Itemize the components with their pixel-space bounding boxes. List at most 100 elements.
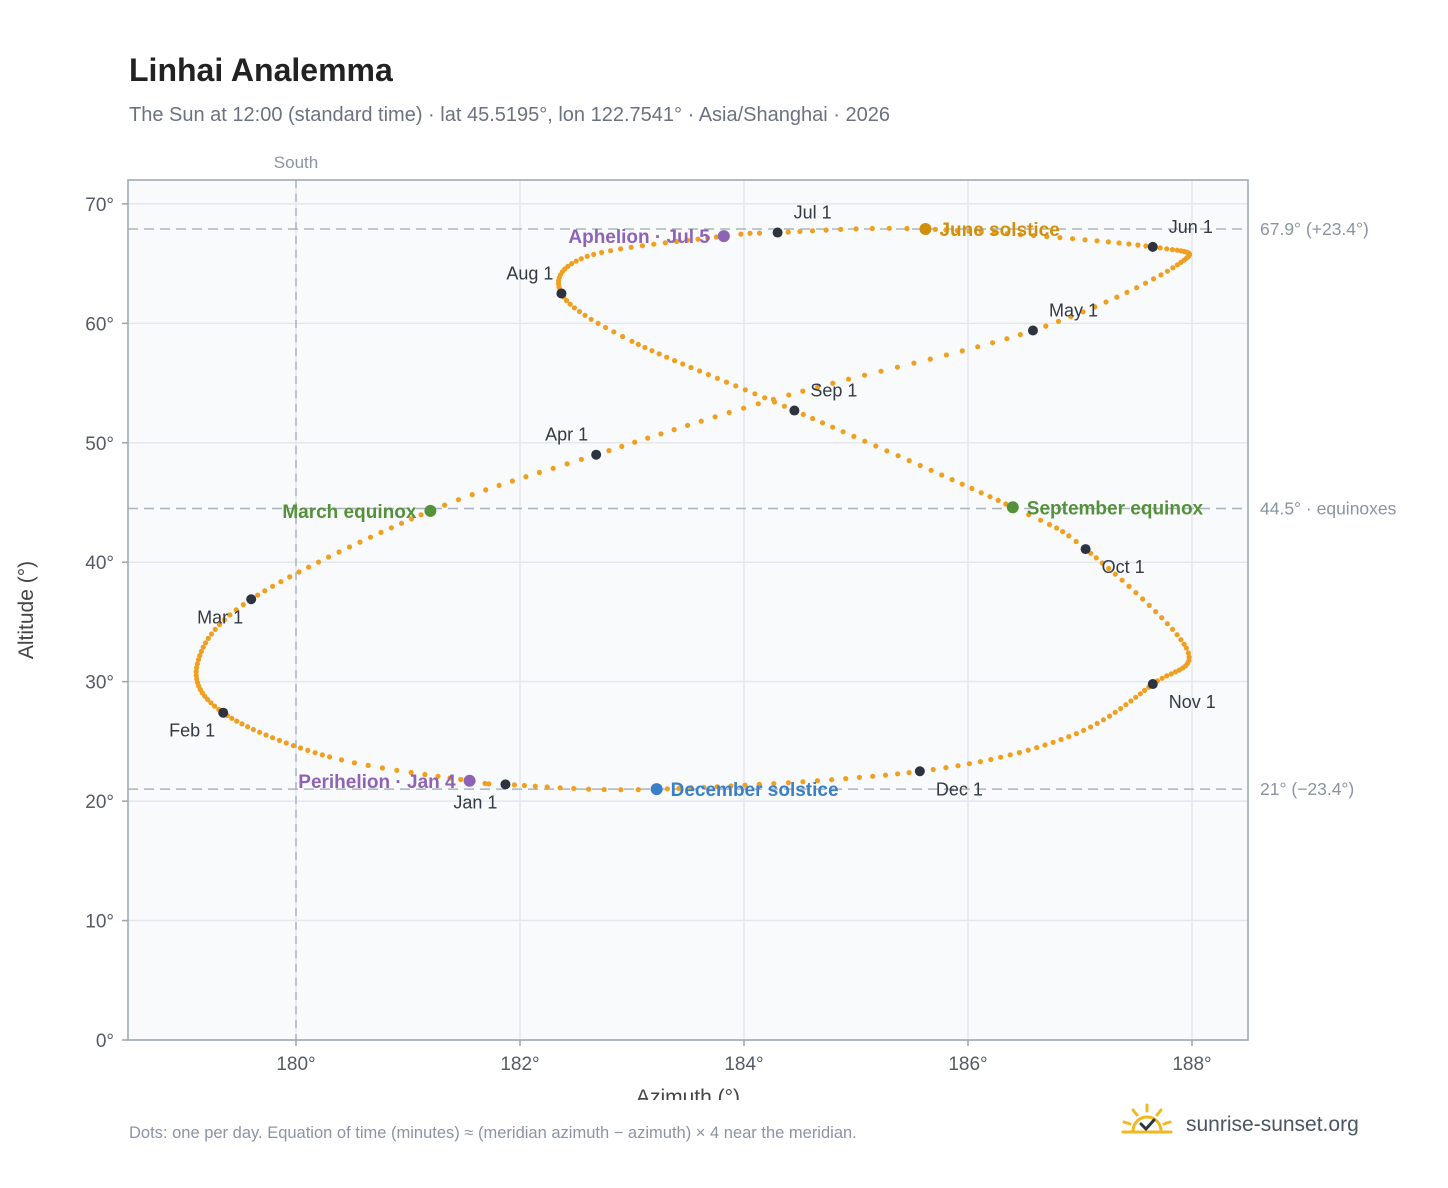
daily-dot [1158,272,1164,278]
reference-lines: South 67.9° (+23.4°) 44.5° · equinoxes 21° … [128,153,1397,1040]
event-marker [463,774,476,787]
daily-dot [800,388,806,394]
daily-dot [862,438,868,444]
daily-dot [1058,736,1064,743]
daily-dot [781,403,788,409]
daily-dot [297,745,304,751]
daily-dot [906,770,912,776]
daily-dot [620,333,626,340]
daily-dot [408,516,415,522]
month-marker-label: Apr 1 [545,425,588,445]
daily-dot [327,754,333,760]
daily-dot [662,240,668,246]
daily-dot [1164,268,1170,274]
daily-dot [1034,745,1040,751]
daily-dot [955,763,961,769]
daily-dot [509,478,515,484]
daily-dot [379,765,385,771]
daily-dot [664,354,670,360]
chart-subtitle: The Sun at 12:00 (standard time) · lat 4… [129,104,890,126]
daily-dot [250,726,256,733]
daily-dot [635,341,641,347]
daily-dot [672,358,678,364]
daily-dot [357,539,363,545]
daily-dot [1124,289,1130,295]
daily-dot [685,237,691,243]
daily-dot [869,225,875,232]
daily-dot [1164,673,1170,679]
daily-dot [800,779,806,785]
event-marker [1006,501,1019,514]
daily-dot [608,248,614,254]
daily-dot [995,497,1001,503]
daily-dot [315,559,322,565]
daily-dot [797,228,803,235]
daily-dot [595,320,601,326]
daily-dot [701,784,707,790]
daily-dot [1050,739,1056,745]
daily-dot [698,418,704,424]
daily-dot [212,703,218,709]
daily-dot [1092,304,1098,310]
daily-dot [771,781,777,787]
daily-dot [705,235,711,241]
daily-dot [895,771,901,777]
event-label: Perihelion · Jan 4 [298,772,456,793]
month-marker-label: Nov 1 [1169,692,1216,712]
daily-dot [1031,233,1037,239]
event-marker [650,783,663,796]
daily-dot [1088,724,1094,730]
daily-dot [208,631,215,637]
daily-dot [1168,671,1174,677]
daily-dot [917,462,923,469]
daily-dot [195,657,202,663]
x-tick-label: 180° [276,1054,315,1075]
daily-dot [532,783,538,789]
y-axis-label: Altitude (°) [15,561,38,659]
month-markers: Jan 1 Feb 1 Mar 1 Apr 1 May 1 Jun 1 Jul 1 Aug 1… [169,203,1216,813]
daily-dot [338,757,345,763]
month-marker [772,227,783,238]
daily-dot [221,617,227,623]
daily-dot [1106,565,1112,572]
daily-dot [569,261,575,267]
daily-dot [680,361,686,367]
brand[interactable]: sunrise-sunset.org [1120,1102,1359,1147]
event-marker [424,504,437,517]
daily-dot [591,251,597,257]
daily-dot [378,529,384,536]
daily-dot [365,762,371,769]
daily-dot [1142,687,1148,694]
daily-dot [1066,734,1072,740]
daily-dot [1178,248,1184,254]
month-marker [556,288,567,299]
daily-dot [927,356,933,362]
daily-dot [959,348,965,354]
daily-dot [949,477,955,483]
daily-dot [651,241,657,247]
daily-dot [756,230,763,236]
daily-dot [1133,590,1139,596]
daily-dot [584,253,590,259]
daily-dot [233,607,239,613]
daily-dot [193,672,199,679]
daily-dot [1046,521,1053,528]
daily-dot [723,379,730,385]
daily-dot [886,225,892,231]
y-tick-label: 60° [85,314,114,335]
month-marker [246,594,257,605]
daily-dot [658,431,664,437]
daily-dot [726,409,732,416]
daily-dot [1128,698,1134,704]
daily-dot [227,612,233,618]
daily-dot [959,481,965,487]
daily-dot [1123,702,1129,708]
daily-dot [742,387,748,393]
event-marker [919,222,932,235]
daily-dot [966,228,972,234]
daily-dot [943,227,949,233]
daily-dot [1004,336,1010,342]
daily-dot [649,348,655,354]
daily-dot [846,376,852,382]
daily-dot [586,786,592,792]
